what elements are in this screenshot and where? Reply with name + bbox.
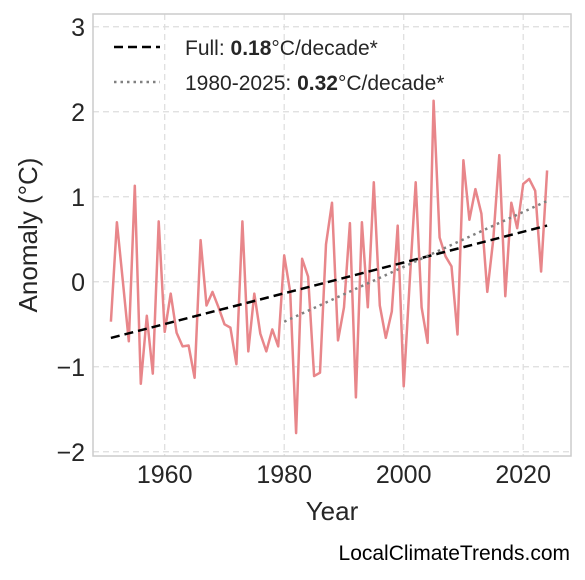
y-tick-label: 2 (71, 99, 85, 127)
x-tick-label: 2020 (495, 461, 551, 489)
y-tick-label: 3 (71, 14, 85, 42)
legend-entry: Full: 0.18°C/decade* (185, 37, 378, 60)
y-tick-label: 0 (71, 269, 85, 297)
credit-text: LocalClimateTrends.com (339, 542, 570, 565)
full-trend-line (110, 224, 548, 340)
y-tick-label: −2 (56, 439, 85, 467)
legend-entry: 1980-2025: 0.32°C/decade* (185, 72, 444, 95)
legend: Full: 0.18°C/decade* 1980-2025: 0.32°C/de… (114, 37, 444, 95)
x-tick-label: 1960 (137, 461, 193, 489)
x-tick-label: 2000 (376, 461, 432, 489)
y-tick-label: −1 (56, 354, 85, 382)
series-group (109, 99, 549, 435)
y-axis-label: Anomaly (°C) (13, 158, 43, 313)
grid (93, 14, 571, 456)
x-tick-label: 1980 (256, 461, 312, 489)
x-tick-labels: 1960 1980 2000 2020 (137, 461, 551, 489)
axes-frame (92, 13, 572, 457)
anomaly-series-line (109, 99, 549, 435)
y-tick-labels: −2 −1 0 1 2 3 (56, 14, 85, 467)
x-axis-label: Year (306, 496, 359, 526)
recent-trend-line (283, 199, 548, 323)
y-tick-label: 1 (71, 184, 85, 212)
